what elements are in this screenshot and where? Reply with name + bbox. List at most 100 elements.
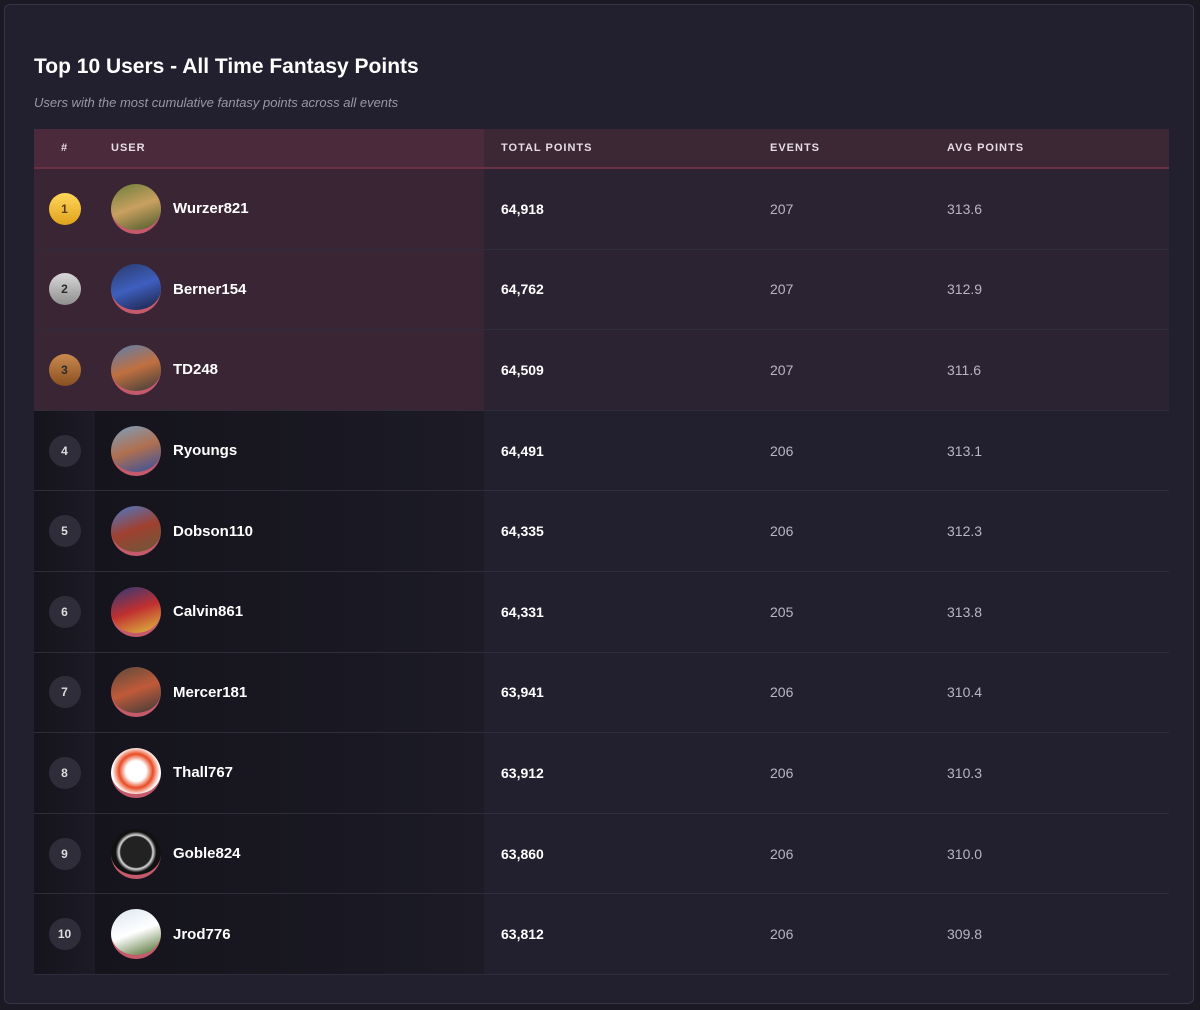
events: 207 <box>770 361 794 378</box>
rank-badge: 4 <box>48 434 81 467</box>
user-cell: Dobson110 <box>95 491 484 571</box>
rank-badge: 1 <box>48 192 81 225</box>
table-row: 3 TD248 64,509 207 311.6 <box>34 330 1169 411</box>
points-cell: 63,912 <box>484 733 770 813</box>
total-points: 64,918 <box>501 200 544 217</box>
table-row: 1 Wurzer821 64,918 207 313.6 <box>34 169 1169 250</box>
total-points: 64,331 <box>501 603 544 620</box>
events-cell: 206 <box>770 491 947 571</box>
rank-cell: 4 <box>34 410 95 491</box>
avg-points: 310.4 <box>947 684 983 701</box>
total-points: 64,491 <box>501 442 544 459</box>
table-row: 6 Calvin861 64,331 205 313.8 <box>34 571 1169 653</box>
user-cell: Goble824 <box>95 813 484 894</box>
username: Mercer181 <box>173 683 248 701</box>
avg-points: 310.3 <box>947 764 983 781</box>
events: 207 <box>770 200 794 217</box>
events-cell: 206 <box>770 653 947 733</box>
events-cell: 206 <box>770 814 947 894</box>
rank-cell: 5 <box>34 491 95 571</box>
title: Top 10 Users - All Time Fantasy Points <box>34 55 419 78</box>
table-row: 4 Ryoungs 64,491 206 313.1 <box>34 410 1169 492</box>
avatar <box>111 747 161 798</box>
avatar <box>111 183 161 234</box>
total-points: 64,509 <box>501 361 544 378</box>
user-cell: Calvin861 <box>95 571 484 652</box>
rank-badge: 2 <box>48 273 81 306</box>
events-cell: 207 <box>770 249 947 330</box>
avatar <box>111 264 161 315</box>
avg-cell: 310.0 <box>947 814 1169 894</box>
table-row: 10 Jrod776 63,812 206 309.8 <box>34 894 1169 975</box>
events: 206 <box>770 523 794 540</box>
column-header: TOTAL POINTS <box>501 142 593 154</box>
table-row: 8 Thall767 63,912 206 310.3 <box>34 733 1169 814</box>
user-cell: Mercer181 <box>95 652 484 733</box>
avg-cell: 310.3 <box>947 733 1169 813</box>
events-cell: 206 <box>770 411 947 491</box>
points-cell: 64,762 <box>484 249 770 330</box>
avg-cell: 313.1 <box>947 411 1169 491</box>
table-row: 7 Mercer181 63,941 206 310.4 <box>34 652 1169 734</box>
column-header: AVG POINTS <box>947 142 1025 154</box>
points-cell: 64,491 <box>484 411 770 491</box>
total-points: 63,912 <box>501 764 544 781</box>
avg-points: 312.9 <box>947 281 983 298</box>
avg-cell: 312.3 <box>947 491 1169 571</box>
header-cell: EVENTS <box>770 129 947 167</box>
rank-cell: 3 <box>34 330 95 410</box>
user-cell: Wurzer821 <box>95 169 484 249</box>
avg-cell: 310.4 <box>947 653 1169 733</box>
username: Goble824 <box>173 845 241 863</box>
points-cell: 64,335 <box>484 491 770 571</box>
events: 206 <box>770 845 794 862</box>
total-points: 63,860 <box>501 845 544 862</box>
header-cell: USER <box>95 129 484 167</box>
rank-badge: 8 <box>48 756 81 789</box>
leaderboard-table: # USER TOTAL POINTS EVENTS AVG POINTS 1 Wurzer… <box>34 129 1169 975</box>
rank-badge: 9 <box>48 837 81 870</box>
column-header: EVENTS <box>770 142 821 154</box>
table-row: 5 Dobson110 64,335 206 312.3 <box>34 491 1169 572</box>
points-cell: 64,918 <box>484 169 770 249</box>
avg-points: 312.3 <box>947 523 983 540</box>
events: 206 <box>770 764 794 781</box>
points-cell: 64,509 <box>484 330 770 410</box>
total-points: 63,941 <box>501 684 544 701</box>
rank-badge: 7 <box>48 676 81 709</box>
avatar <box>111 425 161 476</box>
user-cell: Berner154 <box>95 249 484 330</box>
events: 206 <box>770 442 794 459</box>
username: Jrod776 <box>173 925 231 943</box>
username: Berner154 <box>173 280 247 298</box>
points-cell: 63,812 <box>484 894 770 974</box>
leaderboard-panel: Top 10 Users - All Time Fantasy Points U… <box>4 4 1194 1004</box>
events-cell: 207 <box>770 330 947 410</box>
rank-cell: 9 <box>34 813 95 894</box>
avg-points: 313.6 <box>947 200 983 217</box>
avg-points: 313.1 <box>947 442 983 459</box>
subtitle: Users with the most cumulative fantasy p… <box>34 95 399 110</box>
rank-badge: 3 <box>48 353 81 386</box>
rank-cell: 6 <box>34 571 95 652</box>
total-points: 64,762 <box>501 281 544 298</box>
avg-cell: 309.8 <box>947 894 1169 974</box>
username: Dobson110 <box>173 522 254 540</box>
points-cell: 63,941 <box>484 653 770 733</box>
avg-cell: 313.8 <box>947 572 1169 652</box>
header-cell: TOTAL POINTS <box>484 129 770 167</box>
total-points: 64,335 <box>501 523 544 540</box>
rank-cell: 2 <box>34 249 95 330</box>
events: 205 <box>770 603 794 620</box>
avatar <box>111 828 161 879</box>
user-cell: Jrod776 <box>95 894 484 974</box>
avg-cell: 313.6 <box>947 169 1169 249</box>
rank-badge: 5 <box>48 515 81 548</box>
column-header: # <box>60 142 69 154</box>
events-cell: 207 <box>770 169 947 249</box>
events: 207 <box>770 281 794 298</box>
user-cell: Thall767 <box>95 733 484 813</box>
header-cell: AVG POINTS <box>947 129 1169 167</box>
events-cell: 206 <box>770 894 947 974</box>
